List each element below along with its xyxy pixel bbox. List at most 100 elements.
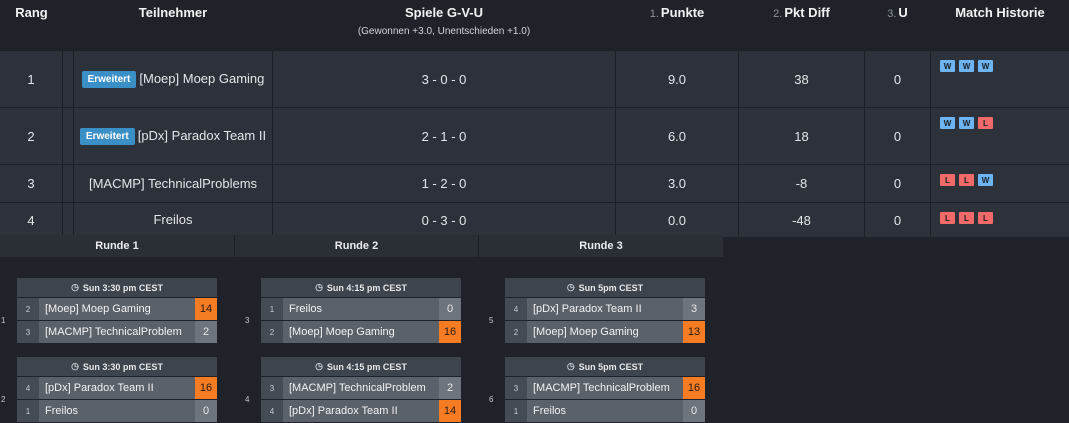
diff-label: Pkt Diff xyxy=(784,5,830,20)
participant-name[interactable]: [MACMP] TechnicalProblems xyxy=(88,175,258,191)
col-games[interactable]: Spiele G-V-U xyxy=(404,5,484,20)
points-label: Punkte xyxy=(660,5,705,20)
match-time: ◷ Sun 4:15 pm CEST xyxy=(261,278,461,297)
team-name[interactable]: [pDx] Paradox Team II xyxy=(39,377,195,399)
team-name[interactable]: [MACMP] TechnicalProblem xyxy=(527,377,683,399)
history-chip[interactable]: W xyxy=(978,174,993,186)
match-team-row[interactable]: 3 [MACMP] TechnicalProblem 16 xyxy=(505,376,705,399)
match-team-row[interactable]: 2 [Moep] Moep Gaming 13 xyxy=(505,320,705,343)
standings-row: 1 Erweitert [Moep] Moep Gaming 3 - 0 - 0 … xyxy=(0,50,1069,107)
col-participant[interactable]: Teilnehmer xyxy=(138,5,208,20)
team-score: 14 xyxy=(195,298,217,320)
team-name[interactable]: [MACMP] TechnicalProblem xyxy=(39,321,195,343)
team-name[interactable]: [pDx] Paradox Team II xyxy=(283,400,439,422)
team-score: 14 xyxy=(439,400,461,422)
match-time-label: Sun 4:15 pm CEST xyxy=(326,282,407,293)
clock-icon: ◷ xyxy=(71,282,79,292)
match-team-row[interactable]: 1 Freilos 0 xyxy=(17,399,217,422)
history-chip[interactable]: L xyxy=(978,117,993,129)
u-order: 3. xyxy=(887,8,897,20)
match-team-row[interactable]: 1 Freilos 0 xyxy=(505,399,705,422)
col-history[interactable]: Match Historie xyxy=(955,5,1045,20)
history-chip[interactable]: W xyxy=(959,117,974,129)
history-chip[interactable]: L xyxy=(959,174,974,186)
match-card[interactable]: ◷ Sun 3:30 pm CEST 2 [Moep] Moep Gaming 14 3[… xyxy=(17,278,217,343)
team-name[interactable]: [Moep] Moep Gaming xyxy=(283,321,439,343)
record-cell: 1 - 2 - 0 xyxy=(273,165,616,202)
participant-name[interactable]: [Moep] Moep Gaming xyxy=(139,71,265,86)
col-u[interactable]: 3. U xyxy=(865,5,930,20)
participant-name[interactable]: Freilos xyxy=(153,212,193,227)
match-time-label: Sun 5pm CEST xyxy=(578,361,644,372)
match-history: W W W xyxy=(940,60,993,72)
history-chip[interactable]: L xyxy=(940,212,955,224)
rank-cell: 4 xyxy=(0,203,63,237)
match-number: 6 xyxy=(489,395,494,404)
participant-name[interactable]: [pDx] Paradox Team II xyxy=(137,128,267,143)
match-time: ◷ Sun 5pm CEST xyxy=(505,357,705,376)
team-seed: 4 xyxy=(261,400,283,422)
match-card[interactable]: ◷ Sun 3:30 pm CEST 4 [pDx] Paradox Team II 1… xyxy=(17,357,217,422)
participant-cell[interactable]: Freilos xyxy=(73,203,273,237)
match-team-row[interactable]: 4 [pDx] Paradox Team II 3 xyxy=(505,297,705,320)
diff-cell: -48 xyxy=(739,203,865,237)
round-1-header: Runde 1 xyxy=(0,235,235,257)
clock-icon: ◷ xyxy=(71,361,79,371)
team-score: 16 xyxy=(195,377,217,399)
match-team-row[interactable]: 1 Freilos 0 xyxy=(261,297,461,320)
history-chip[interactable]: W xyxy=(940,117,955,129)
extended-badge: Erweitert xyxy=(81,71,137,88)
match-history: L L L xyxy=(940,212,993,224)
team-seed: 4 xyxy=(17,377,39,399)
points-cell: 0.0 xyxy=(616,203,739,237)
team-name[interactable]: [pDx] Paradox Team II xyxy=(527,298,683,320)
match-team-row[interactable]: 4 [pDx] Paradox Team II 14 xyxy=(261,399,461,422)
team-seed: 4 xyxy=(505,298,527,320)
history-chip[interactable]: L xyxy=(940,174,955,186)
match-card[interactable]: ◷ Sun 4:15 pm CEST 3 [MACMP] TechnicalProbl… xyxy=(261,357,461,422)
match-team-row[interactable]: 4 [pDx] Paradox Team II 16 xyxy=(17,376,217,399)
team-score: 2 xyxy=(195,321,217,343)
col-rank[interactable]: Rang xyxy=(15,5,48,20)
match-card[interactable]: ◷ Sun 5pm CEST 4 [pDx] Paradox Team II 3 2 [Mo… xyxy=(505,278,705,343)
match-card[interactable]: ◷ Sun 4:15 pm CEST 1 Freilos 0 2 [Moep] Moep G… xyxy=(261,278,461,343)
col-points[interactable]: 1. Punkte xyxy=(616,5,738,20)
team-name[interactable]: Freilos xyxy=(39,400,195,422)
team-name[interactable]: [Moep] Moep Gaming xyxy=(527,321,683,343)
team-name[interactable]: [MACMP] TechnicalProblem xyxy=(283,377,439,399)
history-chip[interactable]: L xyxy=(978,212,993,224)
participant-cell[interactable]: Erweitert [Moep] Moep Gaming xyxy=(73,51,273,107)
match-card[interactable]: ◷ Sun 5pm CEST 3 [MACMP] TechnicalProblem 16… xyxy=(505,357,705,422)
team-score: 0 xyxy=(439,298,461,320)
match-team-row[interactable]: 2 [Moep] Moep Gaming 16 xyxy=(261,320,461,343)
team-name[interactable]: Freilos xyxy=(283,298,439,320)
match-number: 4 xyxy=(245,395,250,404)
history-chip[interactable]: W xyxy=(959,60,974,72)
standings-row: 4 Freilos 0 - 3 - 0 0.0 -48 0 L L L xyxy=(0,202,1069,237)
history-chip[interactable]: W xyxy=(940,60,955,72)
match-history: L L W xyxy=(940,174,993,186)
team-score: 0 xyxy=(195,400,217,422)
team-score: 13 xyxy=(683,321,705,343)
points-cell: 3.0 xyxy=(616,165,739,202)
history-chip[interactable]: L xyxy=(959,212,974,224)
clock-icon: ◷ xyxy=(566,282,575,292)
u-cell: 0 xyxy=(865,51,931,107)
team-name[interactable]: Freilos xyxy=(527,400,683,422)
match-time: ◷ Sun 5pm CEST xyxy=(505,278,705,297)
record-cell: 2 - 1 - 0 xyxy=(273,108,616,164)
rank-cell: 1 xyxy=(0,51,63,107)
team-score: 16 xyxy=(439,321,461,343)
participant-cell[interactable]: [MACMP] TechnicalProblems xyxy=(73,165,273,202)
rank-cell: 2 xyxy=(0,108,63,164)
history-chip[interactable]: W xyxy=(978,60,993,72)
match-team-row[interactable]: 3 [MACMP] TechnicalProblem 2 xyxy=(17,320,217,343)
clock-icon: ◷ xyxy=(315,361,323,371)
col-diff[interactable]: 2. Pkt Diff xyxy=(739,5,864,20)
participant-cell[interactable]: Erweitert [pDx] Paradox Team II xyxy=(73,108,273,164)
team-seed: 2 xyxy=(261,321,283,343)
team-seed: 2 xyxy=(17,298,39,320)
match-team-row[interactable]: 2 [Moep] Moep Gaming 14 xyxy=(17,297,217,320)
match-team-row[interactable]: 3 [MACMP] TechnicalProblem 2 xyxy=(261,376,461,399)
team-name[interactable]: [Moep] Moep Gaming xyxy=(39,298,195,320)
